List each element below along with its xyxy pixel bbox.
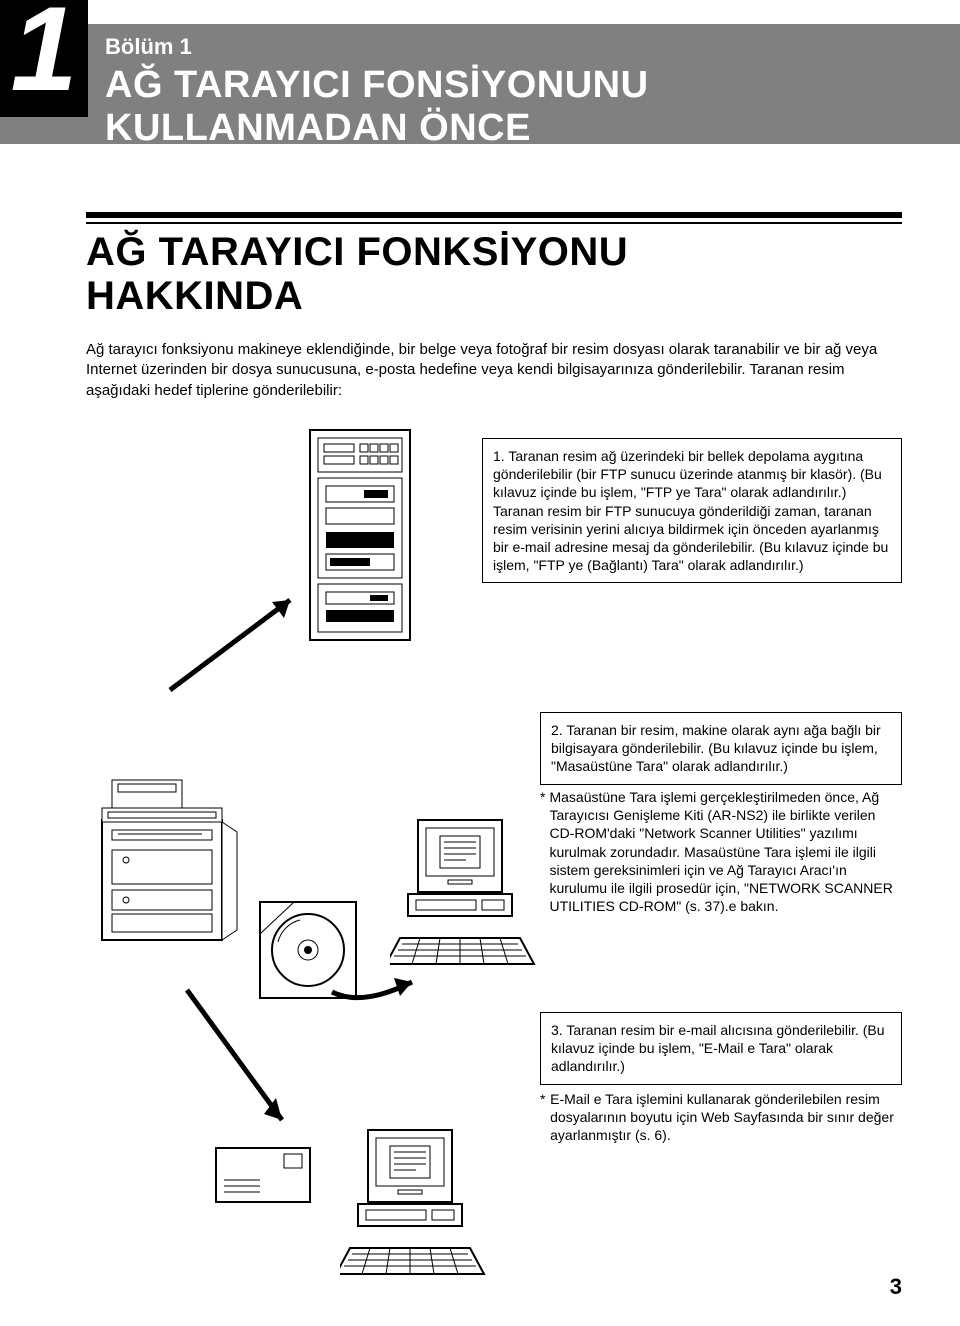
desktop-bottom-illustration bbox=[340, 1120, 490, 1280]
envelope-illustration bbox=[210, 1140, 320, 1210]
note-3-text: E-Mail e Tara işlemini kullanarak gönder… bbox=[550, 1090, 902, 1145]
note-2-text: Masaüstüne Tara işlemi gerçekleştirilmed… bbox=[549, 788, 902, 915]
chapter-title: AĞ TARAYICI FONSİYONUNU KULLANMADAN ÖNCE bbox=[105, 64, 960, 150]
section-heading-line2: HAKKINDA bbox=[86, 274, 303, 318]
intro-paragraph: Ağ tarayıcı fonksiyonu makineye eklendiğ… bbox=[86, 340, 900, 401]
desktop-mid-illustration bbox=[390, 810, 540, 970]
copier-illustration bbox=[82, 760, 252, 970]
section-heading: AĞ TARAYICI FONKSİYONU HAKKINDA bbox=[86, 230, 628, 318]
chapter-number: 1 bbox=[0, 0, 88, 117]
info-box-1: 1. Taranan resim ağ üzerindeki bir belle… bbox=[482, 438, 902, 583]
note-box-2: * Masaüstüne Tara işlemi gerçekleştirilm… bbox=[540, 788, 902, 915]
asterisk: * bbox=[540, 788, 545, 915]
rule-thick bbox=[86, 212, 902, 218]
rule-thin bbox=[86, 222, 902, 224]
chapter-label: Bölüm 1 bbox=[105, 34, 192, 60]
note-box-3: * E-Mail e Tara işlemini kullanarak gönd… bbox=[540, 1090, 902, 1145]
info-box-3: 3. Taranan resim bir e-mail alıcısına gö… bbox=[540, 1012, 902, 1085]
arrow-to-server bbox=[160, 580, 320, 700]
asterisk: * bbox=[540, 1090, 546, 1145]
info-box-2: 2. Taranan bir resim, makine olarak aynı… bbox=[540, 712, 902, 785]
section-heading-line1: AĞ TARAYICI FONKSİYONU bbox=[86, 230, 628, 274]
arrow-to-email bbox=[172, 980, 312, 1150]
page-number: 3 bbox=[890, 1274, 902, 1300]
